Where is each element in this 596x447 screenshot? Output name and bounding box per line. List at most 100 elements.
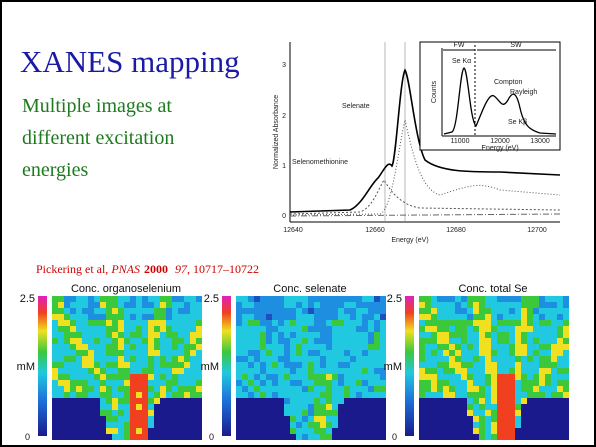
map-cell (326, 332, 332, 338)
map-cell (290, 314, 296, 320)
map-cell (190, 344, 196, 350)
map-cell (178, 434, 184, 440)
map-cell (449, 398, 455, 404)
map-cell (344, 308, 350, 314)
map-cell (515, 332, 521, 338)
map-cell (70, 404, 76, 410)
map-cell (124, 326, 130, 332)
map-cell (344, 422, 350, 428)
map-cell (473, 320, 479, 326)
map-cell (491, 362, 497, 368)
map-cell (70, 368, 76, 374)
map-cell (473, 326, 479, 332)
map-cell (296, 416, 302, 422)
map-cell (154, 410, 160, 416)
inset-y-axis-label: Counts (431, 80, 438, 103)
map-cell (320, 434, 326, 440)
map-cell (196, 302, 202, 308)
map-cell (100, 350, 106, 356)
map-cell (350, 410, 356, 416)
map-cell (166, 386, 172, 392)
map-cell (94, 398, 100, 404)
map-cell (563, 416, 569, 422)
map-cell (112, 350, 118, 356)
map-cell (160, 302, 166, 308)
map-cell (332, 350, 338, 356)
map-cell (296, 308, 302, 314)
map-cell (94, 410, 100, 416)
map-cell (190, 404, 196, 410)
map-cell (124, 374, 130, 380)
map-cell (64, 386, 70, 392)
map-cell (497, 314, 503, 320)
map-cell (461, 404, 467, 410)
map-cell (449, 374, 455, 380)
map-cell (374, 308, 380, 314)
map-cell (308, 434, 314, 440)
map-cell (242, 380, 248, 386)
map-cell (58, 422, 64, 428)
map-cell (136, 356, 142, 362)
map-cell (467, 302, 473, 308)
map-cell (374, 410, 380, 416)
map-cell (419, 356, 425, 362)
map-cell (344, 392, 350, 398)
map-cell (551, 374, 557, 380)
map-cell (485, 320, 491, 326)
map-cell (130, 374, 136, 380)
map-cell (491, 332, 497, 338)
map-cell (236, 368, 242, 374)
map-cell (166, 392, 172, 398)
map-cell (178, 338, 184, 344)
map-cell (320, 410, 326, 416)
map-cell (76, 398, 82, 404)
map-cell (497, 392, 503, 398)
map-cell (248, 320, 254, 326)
map-cell (521, 434, 527, 440)
map-cell (563, 302, 569, 308)
map-cell (326, 428, 332, 434)
map-cell (278, 428, 284, 434)
map-cell (58, 344, 64, 350)
map-cell (443, 362, 449, 368)
map-cell (563, 410, 569, 416)
map-cell (437, 320, 443, 326)
map-cell (260, 392, 266, 398)
map-cell (190, 368, 196, 374)
map-cell (380, 404, 386, 410)
map-cell (461, 362, 467, 368)
map-cell (106, 368, 112, 374)
map-cell (58, 302, 64, 308)
map-cell (76, 308, 82, 314)
map-cell (449, 326, 455, 332)
map-cell (545, 428, 551, 434)
map-cell (88, 308, 94, 314)
map-cell (118, 350, 124, 356)
map-cell (467, 434, 473, 440)
map-cell (455, 398, 461, 404)
map-cell (338, 350, 344, 356)
map-cell (503, 308, 509, 314)
map-cell (52, 308, 58, 314)
map-cell (136, 416, 142, 422)
map-cell (178, 392, 184, 398)
map-cell (248, 416, 254, 422)
map-cell (308, 422, 314, 428)
map-cell (136, 392, 142, 398)
map-cell (467, 404, 473, 410)
map-cell (112, 368, 118, 374)
map-cell (515, 356, 521, 362)
map-cell (64, 404, 70, 410)
map-cell (272, 422, 278, 428)
inset-frame (420, 42, 560, 150)
x-tick-label: 12700 (527, 227, 547, 234)
map-cell (344, 344, 350, 350)
map-cell (106, 362, 112, 368)
map-cell (380, 380, 386, 386)
map-cell (272, 302, 278, 308)
map-cell (491, 314, 497, 320)
map-cell (485, 398, 491, 404)
map-cell (52, 374, 58, 380)
map-cell (308, 368, 314, 374)
map-cell (503, 434, 509, 440)
